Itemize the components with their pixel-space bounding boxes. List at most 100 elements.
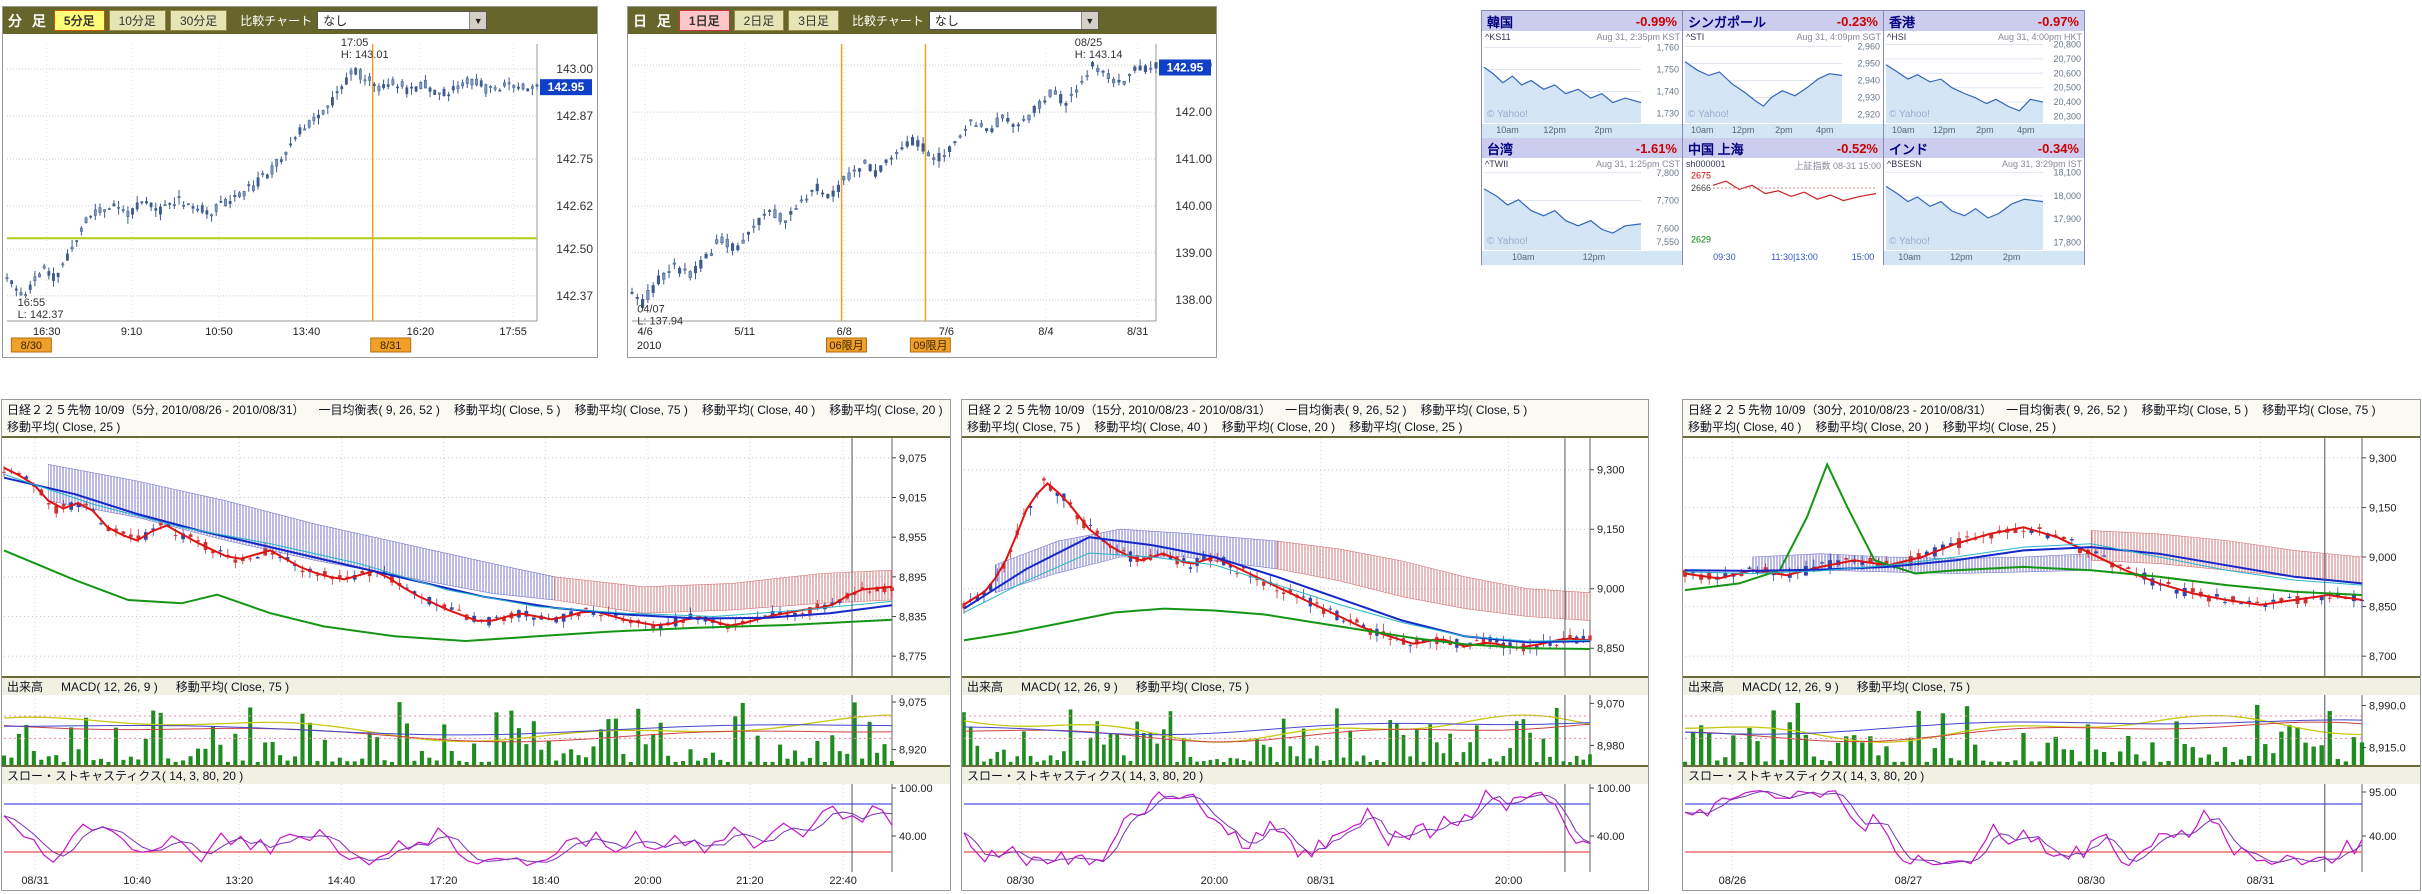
svg-text:141.00: 141.00 bbox=[1175, 152, 1212, 166]
minute-chart-plot: 143.00 142.87 142.75 142.62 142.50 142.37 142.… bbox=[3, 34, 597, 357]
world-market-header: 中国 上海 -0.52% bbox=[1683, 138, 1883, 158]
svg-text:40.00: 40.00 bbox=[1597, 831, 1625, 843]
indicator-legend: 移動平均( Close, 40 ) bbox=[701, 403, 816, 417]
world-market-chart: 20,800 20,700 20,600 20,500 20,400 20,300 ^HSI… bbox=[1884, 31, 2084, 138]
minute-chart-panel: 分 足 5分足 10分足 30分足 比較チャート なし ▼ 143.00 142.87… bbox=[2, 6, 598, 358]
indicator-legend: 移動平均( Close, 20 ) bbox=[1815, 420, 1929, 434]
svg-text:9,075: 9,075 bbox=[899, 697, 927, 709]
market-timestamp: Aug 31, 4:00pm HKT bbox=[1997, 32, 2082, 42]
futures-chart-title-row: 日経２２５先物 10/09（30分, 2010/08/23 - 2010/08/… bbox=[1683, 400, 2420, 436]
world-market-canvas: 2675 2666 2629 bbox=[1691, 171, 1877, 244]
futures-main-pane: 9,300 9,150 9,000 8,850 bbox=[962, 436, 1648, 676]
futures-chart-title-row: 日経２２５先物 10/09（5分, 2010/08/26 - 2010/08/3… bbox=[2, 400, 950, 436]
svg-text:8,775: 8,775 bbox=[899, 651, 927, 663]
world-market-india[interactable]: インド -0.34% 18,100 18,000 17,900 17,800 ^BSESN A… bbox=[1884, 138, 2085, 265]
daily-chart-title: 日 足 bbox=[633, 12, 674, 29]
futures-chart-5min-panel: 日経２２５先物 10/09（5分, 2010/08/26 - 2010/08/3… bbox=[1, 399, 951, 891]
svg-text:138.00: 138.00 bbox=[1175, 293, 1212, 307]
world-market-hongkong[interactable]: 香港 -0.97% 20,800 20,700 20,600 20,500 20,400 20… bbox=[1884, 11, 2085, 138]
svg-text:7,550: 7,550 bbox=[1656, 237, 1679, 247]
volume-macd-legend-row: 出来高 MACD( 12, 26, 9 ) 移動平均( Close, 75 ) bbox=[962, 676, 1648, 695]
market-time-axis: 09:30 11:30|13:00 15:00 bbox=[1683, 251, 1883, 265]
indicator-legend: スロー・ストキャスティクス( 14, 3, 80, 20 ) bbox=[967, 769, 1204, 783]
svg-text:L: 137.94: L: 137.94 bbox=[637, 316, 683, 328]
svg-text:9,000: 9,000 bbox=[1597, 584, 1625, 596]
yahoo-watermark: © Yahoo! bbox=[1487, 236, 1528, 247]
svg-text:20,600: 20,600 bbox=[2053, 68, 2081, 78]
indicator-legend: 一目均衡表( 9, 26, 52 ) bbox=[2006, 403, 2128, 417]
world-market-chart: 7,800 7,700 7,600 7,550 ^TWII Aug 31, 1:25pm … bbox=[1482, 158, 1682, 265]
tab-30分足[interactable]: 30分足 bbox=[169, 10, 228, 31]
svg-text:8,850: 8,850 bbox=[2369, 602, 2397, 614]
svg-text:7,800: 7,800 bbox=[1656, 168, 1679, 178]
svg-text:20,300: 20,300 bbox=[2053, 112, 2081, 122]
indicator-legend: 移動平均( Close, 40 ) bbox=[1688, 420, 1802, 434]
tab-2日足[interactable]: 2日足 bbox=[733, 10, 785, 31]
minute-chart-header: 分 足 5分足 10分足 30分足 比較チャート なし ▼ bbox=[3, 7, 597, 34]
futures-main-canvas: 9,300 9,150 9,000 8,850 8,700 bbox=[1683, 438, 2397, 676]
minute-chart-canvas: 143.00 142.87 142.75 142.62 142.50 142.37 142.… bbox=[5, 37, 593, 353]
tab-5分足[interactable]: 5分足 bbox=[53, 10, 105, 31]
svg-text:L: 142.37: L: 142.37 bbox=[18, 309, 64, 321]
indicator-legend: 移動平均( Close, 75 ) bbox=[1856, 680, 1971, 694]
svg-text:16:55: 16:55 bbox=[18, 297, 46, 309]
futures-chart-title-row: 日経２２５先物 10/09（15分, 2010/08/23 - 2010/08/… bbox=[962, 400, 1648, 436]
tab-3日足[interactable]: 3日足 bbox=[788, 10, 839, 31]
compare-chart-value: なし bbox=[323, 14, 348, 28]
svg-text:40.00: 40.00 bbox=[2369, 831, 2397, 843]
compare-chart-select[interactable]: なし ▼ bbox=[317, 11, 488, 30]
indicator-legend: MACD( 12, 26, 9 ) bbox=[1742, 679, 1839, 694]
stoch-legend-row: スロー・ストキャスティクス( 14, 3, 80, 20 ) bbox=[2, 765, 950, 784]
market-timestamp: Aug 31, 2:35pm KST bbox=[1596, 32, 1680, 42]
tab-1日足[interactable]: 1日足 bbox=[678, 10, 730, 31]
daily-chart-canvas: 143.00142.00141.00140.00139.00138.00142.… bbox=[630, 37, 1212, 353]
world-market-canvas: 7,800 7,700 7,600 7,550 bbox=[1483, 168, 1679, 250]
market-time-axis: 10am 12pm 2pm bbox=[1884, 251, 2084, 265]
market-timestamp: Aug 31, 3:29pm IST bbox=[2001, 159, 2082, 169]
svg-text:6/8: 6/8 bbox=[837, 326, 852, 338]
yahoo-watermark: © Yahoo! bbox=[1487, 109, 1528, 120]
tab-10分足[interactable]: 10分足 bbox=[108, 10, 166, 31]
svg-text:8/31: 8/31 bbox=[1127, 326, 1148, 338]
svg-text:7,700: 7,700 bbox=[1656, 196, 1679, 206]
world-market-china[interactable]: 中国 上海 -0.52% 2675 2666 2629 sh000001 上証指数 08-3… bbox=[1683, 138, 1884, 265]
svg-text:142.95: 142.95 bbox=[1167, 60, 1204, 74]
futures-time-axis: 08/30 20:00 08/31 20:00 bbox=[1006, 875, 1523, 887]
world-market-header: 台湾 -1.61% bbox=[1482, 138, 1682, 158]
indicator-legend: 移動平均( Close, 5 ) bbox=[2141, 403, 2249, 417]
yahoo-watermark: © Yahoo! bbox=[1688, 109, 1729, 120]
svg-text:9,000: 9,000 bbox=[2369, 552, 2397, 564]
svg-text:16:20: 16:20 bbox=[407, 326, 435, 338]
world-market-chart: 2,960 2,950 2,940 2,930 2,920 ^STI Aug 31, 4:0… bbox=[1683, 31, 1883, 138]
svg-text:2,960: 2,960 bbox=[1857, 41, 1880, 51]
world-market-taiwan[interactable]: 台湾 -1.61% 7,800 7,700 7,600 7,550 ^TWII Aug 31,… bbox=[1482, 138, 1683, 265]
svg-text:2666: 2666 bbox=[1691, 183, 1711, 193]
indicator-legend: 移動平均( Close, 5 ) bbox=[1420, 403, 1528, 417]
market-time-axis: 10am 12pm 2pm 4pm bbox=[1683, 124, 1883, 138]
market-symbol: ^TWII bbox=[1485, 159, 1509, 169]
svg-text:8/30: 8/30 bbox=[21, 340, 42, 352]
svg-text:2,950: 2,950 bbox=[1857, 58, 1880, 68]
svg-text:20,800: 20,800 bbox=[2053, 39, 2081, 49]
compare-chart-select[interactable]: なし ▼ bbox=[928, 11, 1099, 30]
market-change-pct: -0.99% bbox=[1635, 13, 1677, 29]
indicator-legend: 移動平均( Close, 75 ) bbox=[1135, 680, 1250, 694]
svg-text:06限月: 06限月 bbox=[829, 339, 863, 352]
world-market-canvas: 18,100 18,000 17,900 17,800 bbox=[1885, 167, 2081, 250]
stochastics-canvas: 100.00 40.00 bbox=[3, 784, 933, 872]
futures-chart-15min-panel: 日経２２５先物 10/09（15分, 2010/08/23 - 2010/08/… bbox=[961, 399, 1649, 891]
volume-macd-legend-row: 出来高 MACD( 12, 26, 9 ) 移動平均( Close, 75 ) bbox=[1683, 676, 2420, 695]
world-market-singapore[interactable]: シンガポール -0.23% 2,960 2,950 2,940 2,930 2,920 ^ST… bbox=[1683, 11, 1884, 138]
market-change-pct: -0.23% bbox=[1836, 13, 1878, 29]
svg-text:8,895: 8,895 bbox=[899, 572, 927, 584]
svg-text:95.00: 95.00 bbox=[2369, 787, 2397, 799]
svg-text:08/25: 08/25 bbox=[1075, 37, 1103, 49]
svg-text:143.00: 143.00 bbox=[556, 62, 593, 76]
svg-text:18,000: 18,000 bbox=[2053, 191, 2081, 201]
indicator-legend: 移動平均( Close, 20 ) bbox=[829, 403, 943, 417]
svg-text:8,700: 8,700 bbox=[2369, 651, 2397, 663]
market-change-pct: -0.97% bbox=[2037, 13, 2079, 29]
world-market-korea[interactable]: 韓国 -0.99% 1,760 1,750 1,740 1,730 ^KS11 Aug 31,… bbox=[1482, 11, 1683, 138]
yahoo-watermark: © Yahoo! bbox=[1889, 109, 1930, 120]
futures-chart-title: 日経２２５先物 10/09（30分, 2010/08/23 - 2010/08/… bbox=[1688, 403, 1993, 417]
